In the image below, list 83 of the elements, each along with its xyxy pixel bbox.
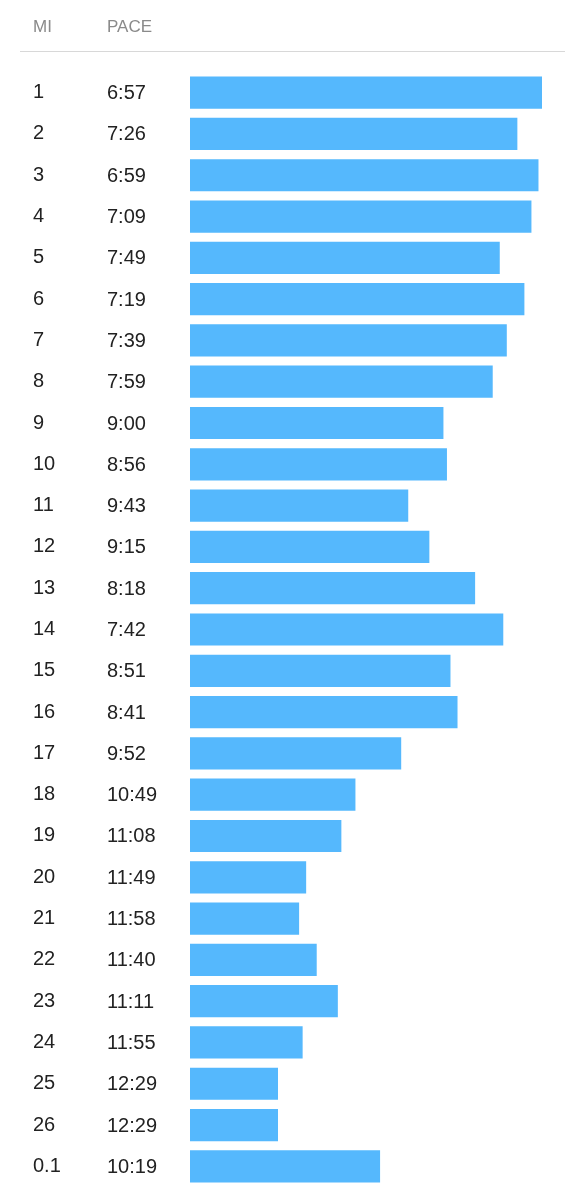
text: 8:56	[107, 452, 146, 475]
y-tick-label: 14	[33, 617, 56, 640]
text: 6:59	[107, 163, 146, 186]
y-tick-label: 2	[33, 121, 45, 144]
y-tick-label: 15	[33, 658, 56, 681]
bar	[190, 76, 542, 109]
bar	[190, 1150, 381, 1183]
bar	[190, 241, 500, 274]
text: 10:49	[107, 783, 158, 806]
bar	[190, 985, 338, 1018]
text: 8:18	[107, 576, 146, 599]
text: 9:43	[107, 494, 146, 517]
bar	[190, 819, 342, 853]
bar	[190, 1108, 278, 1142]
text: 11:11	[107, 989, 155, 1012]
bar	[190, 365, 493, 398]
bar	[190, 1026, 303, 1059]
bar	[190, 159, 539, 192]
text: 11:55	[107, 1030, 156, 1053]
text: 12:29	[107, 1113, 158, 1136]
y-tick-label: 6	[33, 286, 45, 309]
bar	[190, 572, 476, 605]
y-tick-label: 12	[33, 534, 56, 557]
bar	[190, 283, 525, 316]
y-tick-label: 13	[33, 575, 56, 598]
y-tick-label: 10	[33, 451, 56, 474]
bar	[190, 943, 317, 976]
text: PACE	[107, 16, 153, 36]
bar	[190, 448, 447, 481]
y-tick-label: 17	[33, 740, 56, 763]
y-tick-label: 1	[33, 80, 45, 103]
y-tick-label: 7	[33, 327, 45, 350]
text: 7:42	[107, 618, 146, 641]
bar	[190, 530, 430, 564]
y-tick-label: 16	[33, 699, 56, 722]
bar	[190, 1067, 278, 1100]
y-tick-label: 21	[33, 906, 56, 929]
y-tick-label: 23	[33, 988, 56, 1011]
text: 8:51	[107, 659, 146, 682]
bar	[190, 613, 504, 646]
text: 9:52	[107, 741, 146, 764]
bar	[190, 200, 532, 233]
y-tick-label: 26	[33, 1112, 56, 1135]
bar	[190, 406, 444, 440]
text: 11:08	[107, 824, 156, 847]
text: 11:40	[107, 948, 156, 971]
text: 7:49	[107, 246, 146, 269]
y-tick-label: 11	[33, 493, 54, 516]
text: 11:49	[107, 865, 156, 888]
bar	[190, 695, 458, 729]
bar	[190, 737, 402, 770]
y-tick-label: 4	[33, 204, 45, 227]
text: 6:57	[107, 81, 146, 104]
bar	[190, 654, 451, 687]
text: 12:29	[107, 1072, 158, 1095]
text: 7:19	[107, 287, 146, 310]
text: 11:58	[107, 907, 156, 930]
text: 7:26	[107, 122, 146, 145]
y-tick-label: 5	[33, 245, 45, 268]
bar	[190, 324, 507, 357]
text: 9:00	[107, 411, 146, 434]
y-tick-label: 8	[33, 369, 45, 392]
y-tick-label: 22	[33, 947, 56, 970]
text: 7:09	[107, 205, 146, 228]
text: 10:19	[107, 1154, 158, 1177]
y-tick-label: 20	[33, 864, 56, 887]
y-tick-label: 25	[33, 1071, 56, 1094]
y-tick-label: 24	[33, 1029, 56, 1052]
bar	[190, 861, 307, 894]
bar	[190, 117, 518, 151]
y-tick-label: 18	[33, 782, 56, 805]
bar	[190, 489, 409, 522]
y-axis-title: MI	[33, 16, 52, 36]
y-tick-label: 9	[33, 410, 45, 433]
y-tick-label: 0.1	[33, 1153, 61, 1176]
text: 9:15	[107, 535, 146, 558]
text: 8:41	[107, 700, 146, 723]
text: 7:39	[107, 328, 146, 351]
bar	[190, 778, 356, 811]
text: 7:59	[107, 370, 146, 393]
bar	[190, 902, 300, 935]
y-tick-label: 19	[33, 823, 56, 846]
y-tick-label: 3	[33, 162, 45, 185]
